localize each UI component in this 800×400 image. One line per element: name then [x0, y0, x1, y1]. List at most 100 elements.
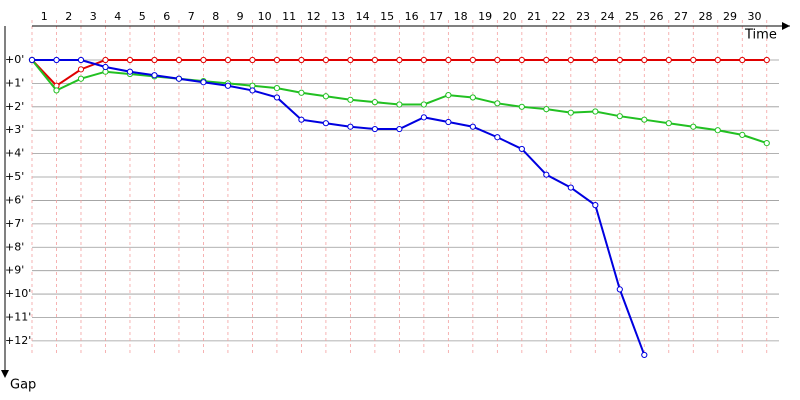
point [322, 56, 330, 64]
point [371, 56, 378, 64]
point [690, 56, 697, 64]
point [151, 56, 158, 64]
y-tick-label: +6' [5, 193, 24, 206]
point [739, 56, 746, 64]
point [714, 127, 721, 134]
x-tick-label: 25 [625, 10, 639, 23]
y-tick-label: +4' [5, 147, 24, 160]
point [690, 123, 697, 130]
point [224, 56, 232, 64]
point [665, 120, 672, 127]
point [543, 56, 550, 64]
y-tick-label: +1' [5, 76, 24, 89]
x-tick-label: 29 [723, 10, 737, 23]
point [763, 139, 770, 147]
point [616, 56, 623, 64]
y-tick-label: +5' [5, 170, 24, 183]
x-tick-label: 26 [650, 10, 664, 23]
point [77, 56, 85, 64]
point [592, 202, 599, 209]
point [445, 56, 452, 64]
x-tick-label: 23 [576, 10, 590, 23]
x-tick-label: 12 [307, 10, 321, 23]
x-tick-label: 18 [454, 10, 468, 23]
point [518, 56, 525, 64]
x-tick-label: 5 [139, 10, 146, 23]
point [665, 56, 672, 64]
point [469, 94, 476, 101]
point [347, 56, 354, 64]
x-tick-label: 22 [552, 10, 566, 23]
x-tick-label: 9 [237, 10, 244, 23]
x-tick-label: 11 [282, 10, 296, 23]
point [641, 351, 648, 359]
point [249, 87, 256, 94]
point [77, 66, 85, 73]
plot [28, 56, 770, 359]
y-tick-label: +9' [5, 264, 24, 277]
point [371, 99, 378, 106]
point [298, 56, 305, 64]
point [494, 134, 501, 141]
point [126, 56, 134, 64]
point [200, 79, 207, 86]
point [543, 171, 550, 178]
point [567, 109, 574, 116]
point [396, 101, 403, 108]
point [518, 103, 525, 110]
x-tick-label: 24 [601, 10, 615, 23]
point [175, 56, 183, 64]
y-tick-label: +11' [5, 310, 31, 323]
x-tick-label: 7 [188, 10, 195, 23]
point [592, 108, 599, 115]
y-tick-label: +10' [5, 287, 31, 300]
point [420, 114, 427, 121]
y-tick-label: +3' [5, 123, 24, 136]
point [249, 56, 256, 64]
point [347, 96, 354, 103]
point [53, 87, 60, 94]
point [592, 56, 599, 64]
y-axis-arrow [1, 370, 9, 378]
point [224, 82, 232, 89]
x-tick-label: 16 [405, 10, 419, 23]
point [322, 93, 330, 100]
grid: +0' +1' +2' +3' +4' +5' +6' +7' +8' +9' +10' +11' +1… [1, 10, 790, 378]
point [469, 56, 476, 64]
x-tick-label: 3 [90, 10, 97, 23]
point [396, 56, 403, 64]
y-tick-label: +12' [5, 334, 31, 347]
point [298, 116, 305, 123]
x-tick-label: 20 [503, 10, 517, 23]
x-tick-label: 14 [356, 10, 370, 23]
point [641, 116, 648, 123]
point [567, 56, 574, 64]
point [518, 145, 525, 153]
point [371, 125, 378, 133]
point [543, 106, 550, 113]
point [200, 56, 207, 64]
point [420, 56, 427, 64]
x-axis-arrow [782, 22, 790, 30]
point [763, 56, 770, 64]
y-tick-label: +2' [5, 100, 24, 113]
point [298, 89, 305, 96]
point [445, 118, 452, 126]
point [151, 72, 158, 79]
point [641, 56, 648, 64]
point [714, 56, 721, 64]
x-tick-label: 1 [41, 10, 48, 23]
point [396, 125, 403, 133]
point [273, 56, 281, 64]
point [273, 84, 281, 92]
x-tick-label: 13 [331, 10, 345, 23]
point [616, 286, 623, 293]
point [616, 113, 623, 120]
x-tick-label: 19 [478, 10, 492, 23]
point [77, 75, 85, 82]
point [567, 184, 574, 191]
series-line [32, 59, 646, 356]
x-tick-label: 30 [748, 10, 762, 23]
